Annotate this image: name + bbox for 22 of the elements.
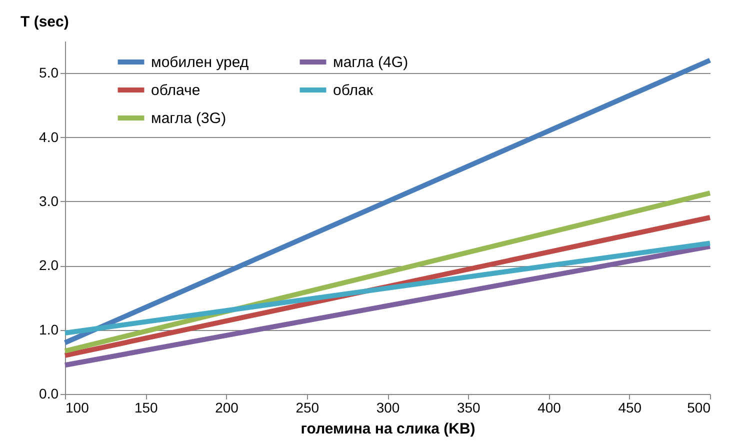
x-tick-label: 500 xyxy=(687,400,711,416)
x-tick-label: 300 xyxy=(376,400,400,416)
x-tick-label: 400 xyxy=(538,400,562,416)
y-tick-label: 1.0 xyxy=(39,321,59,338)
x-tick-label: 450 xyxy=(618,400,642,416)
x-tick-label: 100 xyxy=(66,400,90,416)
x-tick-label: 350 xyxy=(456,400,481,416)
y-tick-label: 3.0 xyxy=(39,192,59,209)
x-tick-label: 250 xyxy=(296,400,320,416)
legend-label: облак xyxy=(333,82,374,99)
y-tick-label: 5.0 xyxy=(39,64,59,81)
y-axis-title: T (sec) xyxy=(20,14,69,30)
legend-label: магла (3G) xyxy=(151,110,226,127)
y-tick-label: 2.0 xyxy=(39,257,59,274)
y-tick-label: 4.0 xyxy=(39,128,59,145)
x-tick-label: 150 xyxy=(134,400,158,416)
legend-label: облаче xyxy=(151,82,200,99)
x-tick-label: 200 xyxy=(215,400,239,416)
legend-label: магла (4G) xyxy=(333,54,408,71)
y-tick-label: 0.0 xyxy=(39,386,59,402)
legend-label: мобилен уред xyxy=(151,54,249,71)
x-axis-title: големина на слика (KB) xyxy=(300,420,476,438)
